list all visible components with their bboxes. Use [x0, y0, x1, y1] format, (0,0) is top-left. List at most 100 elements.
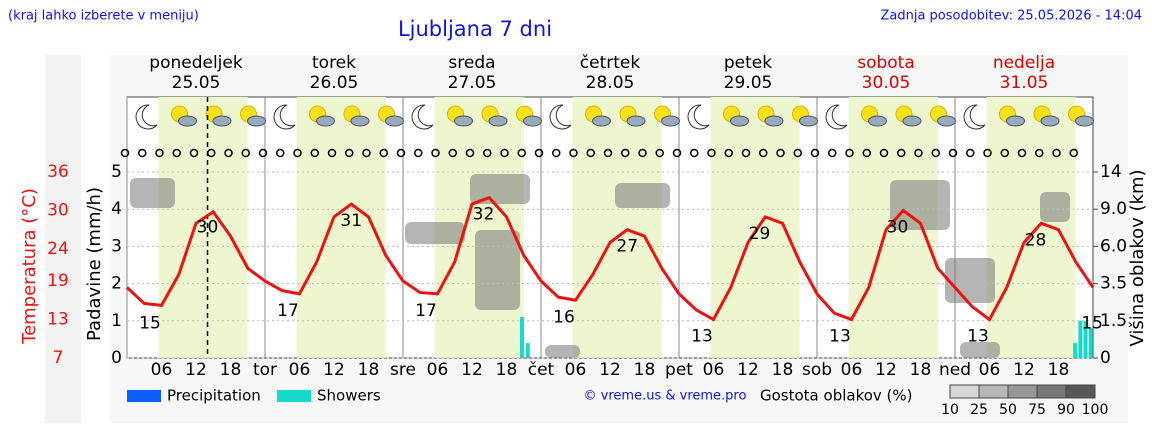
moon-icon: [135, 104, 158, 130]
wind-icon: [897, 148, 906, 158]
cloud-blob: [130, 178, 175, 208]
day-date: 29.05: [724, 73, 773, 93]
cloud-icon: [937, 115, 956, 127]
day-abbr: tor: [253, 360, 277, 380]
wind-icon: [293, 148, 302, 158]
day-date: 25.05: [172, 73, 221, 93]
x-tick-label: 06: [289, 360, 311, 380]
wind-icon: [465, 148, 475, 158]
day-name: ponedeljek: [149, 53, 243, 73]
wind-icon: [776, 148, 785, 158]
x-tick-label: 18: [634, 360, 656, 380]
wind-icon: [948, 148, 958, 158]
temp-label: 29: [749, 224, 771, 244]
x-tick-label: 06: [841, 360, 863, 380]
cloud-icon: [902, 115, 922, 127]
cloud-blob: [545, 345, 580, 358]
wind-icon: [120, 148, 130, 158]
temp-tick-label: 24: [47, 239, 69, 259]
x-tick-label: 18: [910, 360, 932, 380]
cloud-icon: [799, 115, 818, 127]
wind-icon: [241, 148, 250, 158]
cloud-blob: [890, 180, 950, 230]
day-date: 30.05: [862, 73, 911, 93]
daylight-band: [158, 97, 248, 358]
cloud-icon: [488, 115, 508, 127]
wind-icon: [1069, 148, 1078, 158]
temp-label: 16: [553, 307, 575, 327]
legend-swatch: [277, 390, 311, 402]
wind-icon: [966, 148, 975, 158]
cloud-legend-label: 100: [1082, 402, 1109, 418]
wind-icon: [741, 148, 751, 158]
cloud-icon: [523, 115, 542, 127]
day-abbr: čet: [528, 360, 555, 380]
wind-icon: [310, 148, 319, 158]
cloud-icon: [730, 115, 749, 127]
day-name: četrtek: [580, 53, 641, 73]
wind-icon: [1052, 148, 1061, 158]
x-tick-label: 18: [772, 360, 794, 380]
y2-tick-label: 14: [1100, 162, 1122, 182]
wind-icon: [845, 148, 854, 158]
temp-label: 13: [967, 327, 989, 347]
wind-icon: [1035, 148, 1044, 158]
wind-icon: [189, 148, 199, 158]
wind-icon: [379, 148, 388, 158]
temp-label: 13: [691, 327, 713, 347]
cloud-legend-box: [949, 384, 980, 399]
wind-icon: [862, 148, 871, 158]
moon-icon: [273, 104, 296, 130]
x-tick-label: 12: [461, 360, 483, 380]
wind-icon: [362, 148, 371, 158]
bar: [1088, 328, 1093, 358]
day-abbr: sob: [802, 360, 832, 380]
x-tick-label: 12: [875, 360, 897, 380]
cloud-legend-label: 90: [1057, 402, 1075, 418]
cloud-icon: [626, 115, 646, 127]
cloud-legend-title: Gostota oblakov (%): [760, 387, 913, 405]
cloud-blob: [960, 342, 1000, 358]
x-tick-label: 12: [737, 360, 759, 380]
wind-icon: [448, 148, 457, 158]
bar: [520, 317, 525, 358]
cloud-legend-box: [978, 384, 1009, 399]
x-tick-label: 18: [496, 360, 518, 380]
day-date: 26.05: [310, 73, 359, 93]
cloud-icon: [764, 115, 784, 127]
bar: [1083, 320, 1088, 358]
daylight-band: [572, 97, 662, 358]
wind-icon: [586, 148, 595, 158]
cloud-legend-box: [1065, 384, 1096, 399]
wind-icon: [224, 148, 233, 158]
wind-icon: [345, 148, 354, 158]
x-tick-label: 18: [1048, 360, 1070, 380]
wind-icon: [327, 148, 337, 158]
wind-icon: [724, 148, 733, 158]
wind-icon: [431, 148, 440, 158]
cloud-icon: [1075, 115, 1094, 127]
y-tick-label: 5: [111, 162, 122, 182]
wind-icon: [828, 148, 837, 158]
copyright: © vreme.us & vreme.pro: [584, 389, 747, 404]
x-tick-label: 12: [599, 360, 621, 380]
wind-icon: [672, 148, 682, 158]
cloud-blob: [945, 258, 995, 303]
moon-icon: [549, 104, 572, 130]
temp-label: 15: [139, 314, 161, 334]
daylight-band: [296, 97, 386, 358]
cloud-icon: [178, 115, 197, 127]
moon-icon: [963, 104, 986, 130]
cloud-blob: [475, 230, 520, 310]
x-tick-label: 06: [979, 360, 1001, 380]
y2-tick-label: 6.0: [1100, 236, 1127, 256]
day-date: 28.05: [586, 73, 635, 93]
daylight-band: [986, 97, 1076, 358]
day-name: nedelja: [993, 53, 1055, 73]
temp-tick-label: 36: [47, 162, 69, 182]
cloud-icon: [212, 115, 232, 127]
temp-tick-label: 13: [47, 310, 69, 330]
x-tick-label: 06: [151, 360, 173, 380]
day-abbr: sre: [390, 360, 416, 380]
